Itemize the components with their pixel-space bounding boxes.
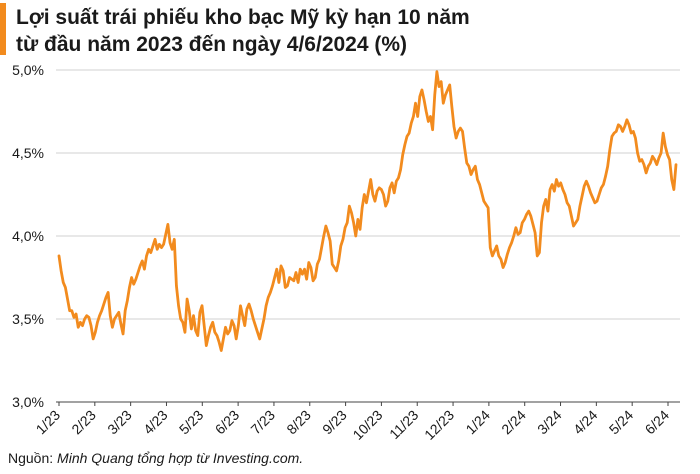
x-tick-label: 5/24 <box>606 407 637 438</box>
chart-title: Lợi suất trái phiếu kho bạc Mỹ kỳ hạn 10… <box>16 4 686 58</box>
x-tick-label: 1/24 <box>462 407 493 438</box>
x-tick-label: 11/23 <box>386 407 422 443</box>
x-tick-label: 4/24 <box>570 407 601 438</box>
x-tick-label: 9/23 <box>319 407 350 438</box>
x-tick-label: 12/23 <box>421 407 457 443</box>
x-tick-label: 8/23 <box>283 407 314 438</box>
x-tick-label: 3/24 <box>534 407 565 438</box>
x-tick-label: 4/23 <box>140 407 171 438</box>
y-tick-label: 3,0% <box>12 394 44 410</box>
chart-title-line-2: từ đầu năm 2023 đến ngày 4/6/2024 (%) <box>16 33 408 56</box>
y-tick-label: 5,0% <box>12 62 44 78</box>
x-tick-label: 3/23 <box>104 407 135 438</box>
x-tick-label: 5/23 <box>176 407 207 438</box>
x-tick-label: 10/23 <box>349 407 385 443</box>
source-note: Nguồn: Minh Quang tổng hợp từ Investing.… <box>8 450 303 466</box>
source-text: Minh Quang tổng hợp từ Investing.com. <box>57 450 304 466</box>
chart-title-line-1: Lợi suất trái phiếu kho bạc Mỹ kỳ hạn 10… <box>16 6 470 29</box>
x-tick-label: 7/23 <box>247 407 278 438</box>
x-tick-label: 6/23 <box>212 407 243 438</box>
x-tick-label: 2/23 <box>68 407 99 438</box>
y-tick-label: 4,0% <box>12 228 44 244</box>
x-tick-label: 1/23 <box>33 407 64 438</box>
y-tick-label: 4,5% <box>12 145 44 161</box>
y-tick-label: 3,5% <box>12 311 44 327</box>
yield-series-line <box>57 70 678 352</box>
x-tick-label: 2/24 <box>498 407 529 438</box>
source-label: Nguồn: <box>8 450 54 466</box>
x-tick-label: 6/24 <box>642 407 673 438</box>
title-accent-bar <box>0 3 6 55</box>
